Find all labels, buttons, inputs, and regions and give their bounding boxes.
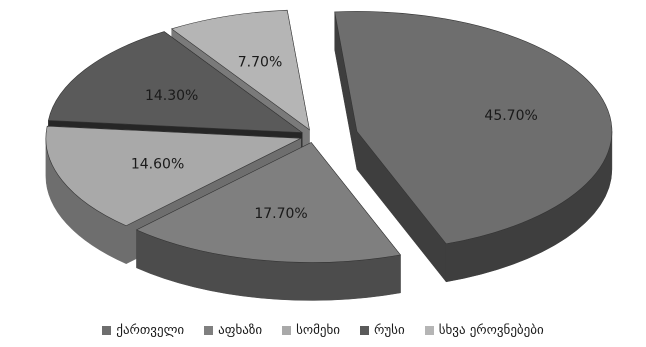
slice-label-apkhazi: 17.70%	[254, 206, 307, 222]
legend-swatch-kartveli	[102, 325, 112, 335]
pie-label-layer: 45.70% 17.70% 14.60% 14.30% 7.70%	[131, 55, 538, 222]
legend-swatch-apkhazi	[204, 325, 214, 335]
pie-slice-apkhazi	[135, 142, 402, 263]
legend-label-apkhazi: აფხაზი	[218, 322, 263, 338]
legend-swatch-rusi	[360, 325, 370, 335]
legend-item-skhva: სხვა ეროვნებები	[424, 322, 544, 338]
legend-item-apkhazi: აფხაზი	[204, 323, 262, 338]
pie-slice-side-kartveli	[334, 11, 613, 283]
slice-label-kartveli: 45.70%	[484, 108, 537, 124]
legend-item-rusi: რუსი	[360, 323, 405, 338]
pie-slice-skhva	[170, 9, 310, 131]
legend-swatch-somekhi	[282, 325, 292, 335]
pie-top-layer	[45, 9, 613, 263]
slice-label-somekhi: 14.60%	[131, 156, 184, 172]
legend-label-kartveli: ქართველი	[116, 322, 185, 338]
legend-label-somekhi: სომეხი	[296, 322, 341, 338]
chart-legend: ქართველი აფხაზი სომეხი რუსი სხვა ეროვნებ…	[0, 318, 646, 342]
pie-slice-rusi	[48, 31, 304, 133]
slice-label-rusi: 14.30%	[145, 88, 198, 104]
pie-slice-kartveli	[334, 11, 613, 245]
slice-label-skhva: 7.70%	[238, 55, 282, 71]
legend-item-kartveli: ქართველი	[102, 323, 184, 338]
pie-slice-somekhi	[45, 125, 303, 227]
legend-swatch-skhva	[424, 325, 434, 335]
legend-label-skhva: სხვა ეროვნებები	[438, 322, 544, 338]
legend-item-somekhi: სომეხი	[282, 323, 340, 338]
legend-label-rusi: რუსი	[374, 322, 405, 338]
